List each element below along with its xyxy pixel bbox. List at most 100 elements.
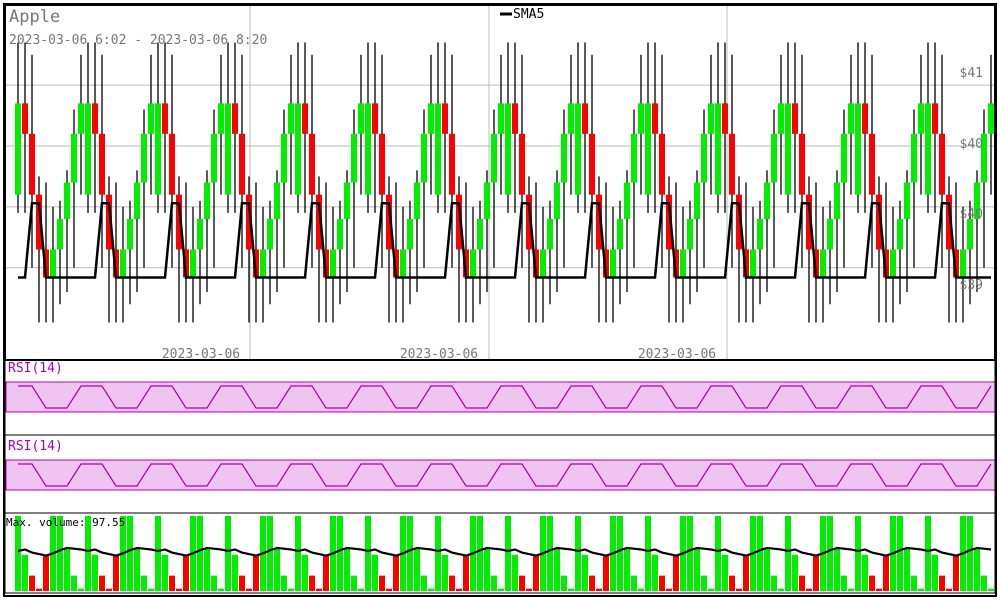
candle-body [820,249,826,278]
volume-bar [631,575,637,591]
candle-body [365,103,371,195]
volume-bar [106,588,112,591]
candle-body [967,219,973,250]
candle-body [183,249,189,278]
candle-body [932,103,938,134]
candle-body [694,182,700,220]
volume-bar [981,575,987,591]
volume-bar [225,516,231,591]
candle-body [778,103,784,134]
candle-body [736,194,742,250]
candle-body [29,133,35,195]
candle-body [120,249,126,278]
volume-bar [162,554,168,591]
candle-body [127,219,133,250]
volume-bar [547,516,553,591]
candle-bodies [15,103,994,278]
candle-body [890,249,896,278]
volume-bar [15,516,21,591]
volume-bar [813,554,819,591]
candle-body [512,103,518,134]
volume-bar [652,554,658,591]
volume-bar [967,516,973,591]
volume-bar [442,554,448,591]
candle-body [785,103,791,195]
candle-body [666,194,672,250]
candle-body [799,133,805,195]
rsi-label: RSI(14) [8,439,63,454]
volume-bar [736,588,742,591]
candle-body [862,103,868,134]
volume-bar [239,575,245,591]
candle-body [904,182,910,220]
candle-body [624,182,630,220]
candle-body [477,219,483,250]
volume-bar [148,588,154,591]
candle-body [491,133,497,183]
candle-body [50,249,56,278]
volume-bar [197,516,203,591]
volume-bar [568,588,574,591]
volume-bar [512,554,518,591]
candle-body [57,219,63,250]
candle-body [470,249,476,278]
candle-body [435,103,441,195]
price-tick-label: $40 [960,137,983,152]
candle-body [883,249,889,278]
candle-body [211,133,217,183]
candle-body [449,133,455,195]
candle-body [813,249,819,278]
candle-body [617,219,623,250]
volume-bar [617,516,623,591]
candle-body [575,103,581,195]
price-axis: $41 $40 $40 $39 [960,66,983,293]
volume-bar [295,516,301,591]
volume-bar [176,588,182,591]
volume-bar [841,575,847,591]
volume-bar [729,575,735,591]
volume-bar [246,588,252,591]
volume-bar [57,516,63,591]
chart-subtitle: 2023-03-06 6:02 - 2023-03-06 8:20 [9,33,267,48]
candle-body [239,133,245,195]
volume-bar [414,548,420,591]
volume-bar [365,516,371,591]
volume-bar [778,588,784,591]
candle-body [428,103,434,134]
volume-bar [771,575,777,591]
candle-body [631,133,637,183]
volume-bar [456,588,462,591]
volume-bar [603,554,609,591]
volume-bar [99,575,105,591]
volume-bar [463,554,469,591]
volume-bar [799,575,805,591]
price-tick-label: $40 [960,207,983,222]
volume-bar [407,516,413,591]
candle-body [407,219,413,250]
volume-bar [988,588,994,591]
candle-body [232,103,238,134]
time-tick-label: 2023-03-06 [162,347,240,362]
candle-body [337,219,343,250]
candle-body [106,194,112,250]
candle-body [260,249,266,278]
candle-body [442,103,448,134]
volume-bar [309,575,315,591]
candle-body [568,103,574,134]
legend: SMA5 [500,7,544,22]
time-tick-label: 2023-03-06 [400,347,478,362]
volume-bar [134,548,140,591]
volume-bar [498,588,504,591]
volume-bar [379,575,385,591]
volume-bar [323,554,329,591]
volume-bar [932,554,938,591]
volume-bar [911,575,917,591]
volume-bar [918,588,924,591]
candle-body [540,249,546,278]
volume-bar [834,548,840,591]
volume-bar [218,588,224,591]
candle-body [71,133,77,183]
candle-body [519,133,525,195]
candle-body [176,194,182,250]
